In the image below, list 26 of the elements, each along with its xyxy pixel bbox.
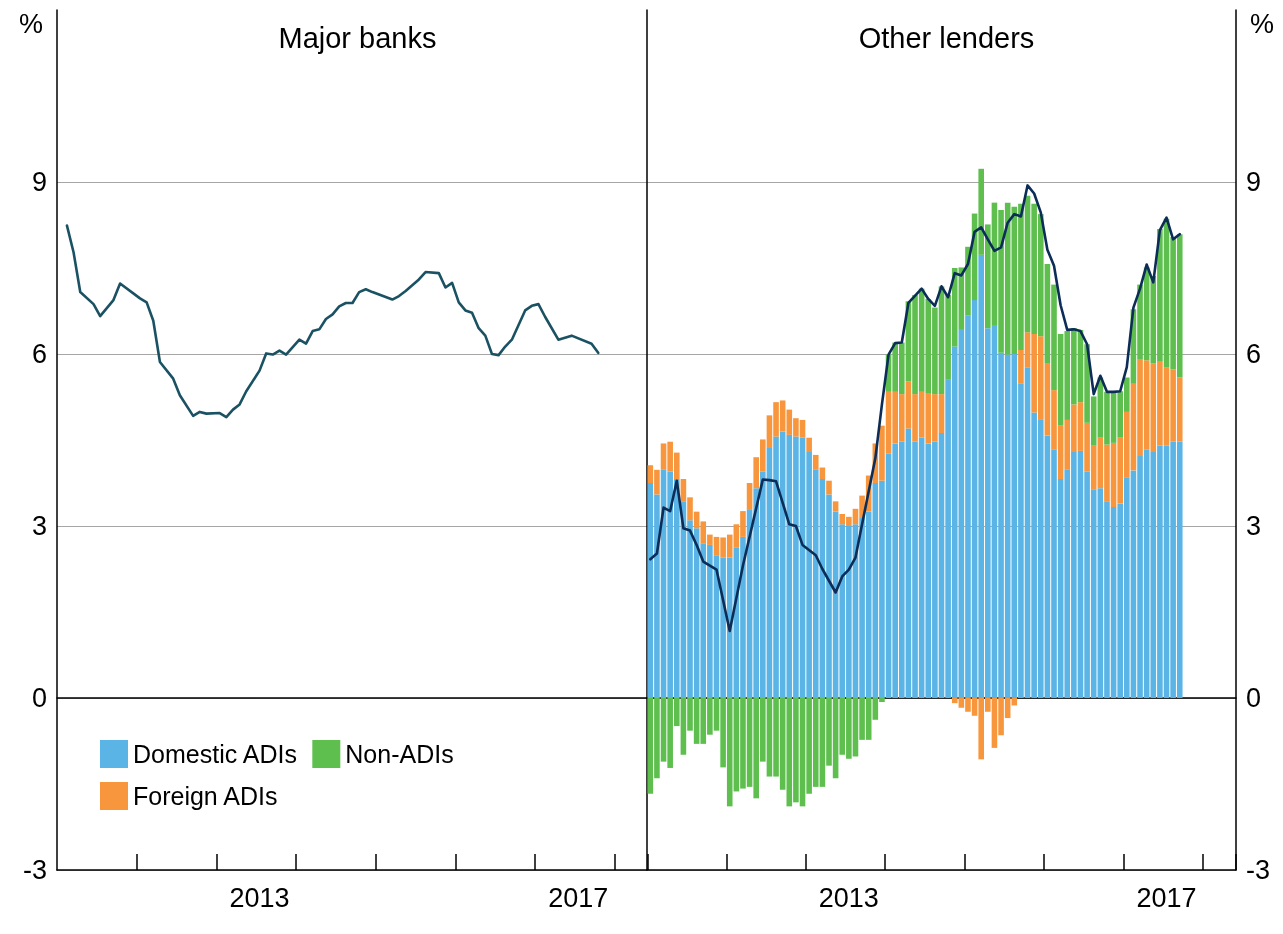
legend-label: Non-ADIs: [345, 740, 454, 768]
y-axis-title: %: [1250, 8, 1275, 39]
legend-label: Domestic ADIs: [133, 740, 297, 768]
chart-title: Other lenders: [858, 21, 1035, 54]
bar: [832, 501, 839, 512]
x-tick-label: 2017: [1136, 882, 1197, 913]
x-tick-label: 2017: [548, 882, 609, 913]
x-tick-label: 2013: [818, 882, 879, 913]
y-tick-label: 0: [31, 683, 47, 713]
bar: [826, 480, 832, 495]
y-tick-label: 9: [1246, 167, 1262, 197]
bar: [806, 437, 812, 453]
y-tick-label: 6: [31, 339, 47, 369]
y-tick-label: 6: [1246, 339, 1262, 369]
x-tick-label: 2013: [229, 882, 290, 913]
y-tick-label: 9: [31, 167, 47, 197]
chart-title: Major banks: [278, 21, 437, 54]
y-tick-label: 0: [1246, 683, 1262, 713]
y-axis-title: %: [18, 8, 43, 39]
y-tick-label: 3: [31, 511, 47, 541]
line-series: [65, 224, 600, 419]
y-tick-label: -3: [22, 855, 47, 885]
y-tick-label: 3: [1246, 511, 1262, 541]
legend-label: Foreign ADIs: [133, 782, 278, 810]
y-tick-label: -3: [1246, 855, 1271, 885]
line-series: [649, 184, 1182, 633]
